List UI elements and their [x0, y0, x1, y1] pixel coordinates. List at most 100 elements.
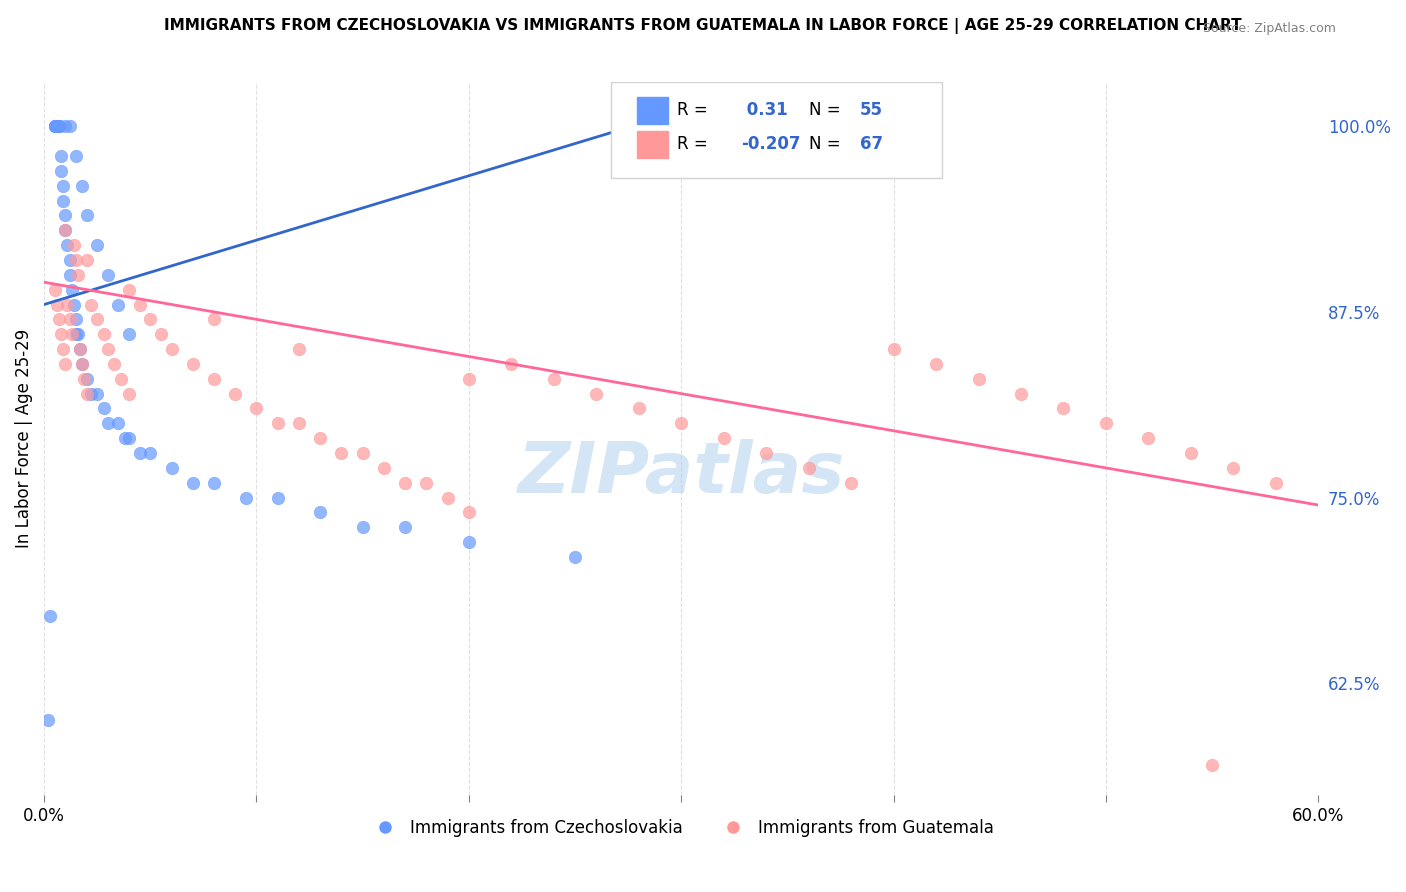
- Point: [65, 149, 87, 163]
- Point: [288, 342, 311, 356]
- Point: [139, 312, 162, 326]
- Point: [76, 208, 98, 222]
- Point: [107, 417, 129, 431]
- Point: [76, 372, 98, 386]
- Point: [60, 283, 83, 297]
- Legend: Immigrants from Czechoslovakia, Immigrants from Guatemala: Immigrants from Czechoslovakia, Immigran…: [361, 812, 1001, 844]
- Point: [797, 461, 820, 475]
- Text: IMMIGRANTS FROM CZECHOSLOVAKIA VS IMMIGRANTS FROM GUATEMALA IN LABOR FORCE | AGE: IMMIGRANTS FROM CZECHOSLOVAKIA VS IMMIGR…: [165, 18, 1241, 34]
- Point: [72, 178, 94, 193]
- Point: [65, 312, 87, 326]
- Point: [181, 475, 204, 490]
- Point: [72, 357, 94, 371]
- Point: [49, 149, 72, 163]
- Point: [235, 491, 257, 505]
- Point: [245, 401, 267, 416]
- Text: R =: R =: [678, 101, 713, 120]
- Point: [72, 357, 94, 371]
- Point: [501, 357, 523, 371]
- Point: [373, 461, 395, 475]
- Text: Source: ZipAtlas.com: Source: ZipAtlas.com: [1202, 22, 1336, 36]
- Point: [1222, 461, 1244, 475]
- Point: [585, 386, 607, 401]
- Point: [44, 120, 66, 134]
- Point: [110, 372, 132, 386]
- Point: [56, 297, 79, 311]
- Point: [543, 372, 565, 386]
- Point: [128, 446, 150, 460]
- Point: [352, 520, 374, 534]
- Point: [309, 506, 332, 520]
- Point: [1095, 417, 1118, 431]
- Point: [103, 357, 125, 371]
- Y-axis label: In Labor Force | Age 25-29: In Labor Force | Age 25-29: [15, 328, 32, 548]
- Point: [80, 297, 103, 311]
- Point: [415, 475, 437, 490]
- Point: [60, 327, 83, 342]
- Point: [394, 475, 416, 490]
- Point: [73, 372, 96, 386]
- Point: [93, 401, 115, 416]
- Point: [48, 120, 70, 134]
- Point: [181, 357, 204, 371]
- Point: [118, 431, 141, 445]
- Point: [1137, 431, 1160, 445]
- Point: [63, 297, 86, 311]
- Point: [86, 238, 108, 252]
- Point: [139, 446, 162, 460]
- Point: [128, 297, 150, 311]
- Point: [49, 163, 72, 178]
- Point: [267, 417, 290, 431]
- Point: [224, 386, 246, 401]
- Point: [86, 312, 108, 326]
- Text: ZIPatlas: ZIPatlas: [517, 440, 845, 508]
- Point: [107, 297, 129, 311]
- Point: [118, 386, 141, 401]
- Point: [58, 252, 80, 267]
- Point: [67, 268, 90, 282]
- Point: [86, 386, 108, 401]
- Text: -0.207: -0.207: [741, 135, 800, 153]
- Point: [52, 178, 75, 193]
- Point: [45, 120, 67, 134]
- Point: [288, 417, 311, 431]
- Point: [118, 327, 141, 342]
- Point: [457, 535, 479, 549]
- Point: [627, 401, 650, 416]
- Point: [309, 431, 332, 445]
- Text: 0.31: 0.31: [741, 101, 787, 120]
- Point: [1180, 446, 1202, 460]
- Point: [44, 283, 66, 297]
- Point: [97, 268, 120, 282]
- Point: [118, 283, 141, 297]
- Point: [1052, 401, 1074, 416]
- FancyBboxPatch shape: [637, 131, 668, 158]
- Point: [202, 475, 225, 490]
- Point: [48, 120, 70, 134]
- Point: [713, 431, 735, 445]
- Point: [160, 342, 183, 356]
- Point: [436, 491, 458, 505]
- Point: [1201, 758, 1223, 772]
- Point: [69, 342, 91, 356]
- Point: [65, 252, 87, 267]
- Point: [80, 386, 103, 401]
- Point: [76, 386, 98, 401]
- Point: [457, 506, 479, 520]
- Point: [160, 461, 183, 475]
- Point: [67, 327, 90, 342]
- Point: [330, 446, 353, 460]
- Point: [44, 120, 66, 134]
- Point: [53, 120, 76, 134]
- Point: [669, 417, 692, 431]
- Point: [48, 312, 70, 326]
- Point: [53, 357, 76, 371]
- Point: [755, 446, 778, 460]
- Point: [58, 120, 80, 134]
- Text: N =: N =: [808, 135, 845, 153]
- Point: [53, 223, 76, 237]
- Point: [352, 446, 374, 460]
- Text: 67: 67: [859, 135, 883, 153]
- Point: [45, 297, 67, 311]
- Text: R =: R =: [678, 135, 713, 153]
